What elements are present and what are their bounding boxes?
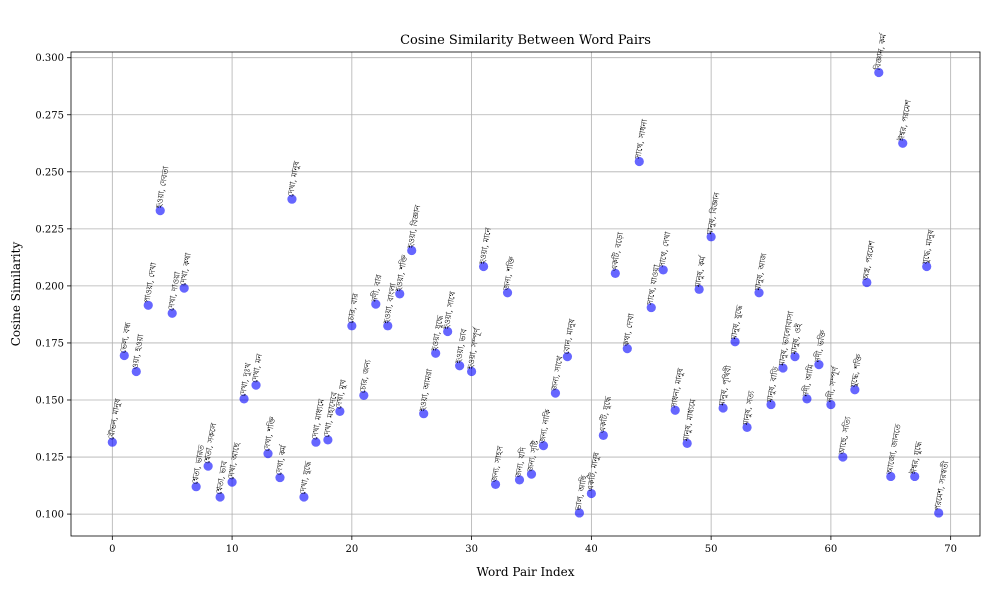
data-point <box>682 438 692 448</box>
y-axis-label: Cosine Similarity <box>9 242 23 347</box>
data-point <box>455 361 465 371</box>
data-point <box>646 302 656 313</box>
data-point <box>502 288 513 298</box>
data-point <box>167 308 177 318</box>
x-tick-label: 60 <box>825 544 838 555</box>
y-tick-label: 0.300 <box>35 53 64 64</box>
data-point <box>275 472 285 483</box>
data-point <box>155 205 165 216</box>
data-point <box>478 261 489 272</box>
x-tick-label: 30 <box>465 544 478 555</box>
data-point <box>227 477 237 487</box>
data-point <box>215 492 225 502</box>
data-point <box>754 288 764 298</box>
data-point <box>251 380 261 390</box>
data-point <box>550 388 561 398</box>
y-tick-label: 0.175 <box>35 338 64 349</box>
data-point <box>934 508 944 518</box>
data-point <box>838 452 848 462</box>
data-point <box>371 299 381 309</box>
data-point <box>778 363 788 373</box>
grid <box>71 52 980 536</box>
data-point <box>634 156 644 167</box>
data-point <box>191 482 201 492</box>
data-point <box>299 492 309 502</box>
y-axis-ticks: 0.100 0.125 0.150 0.175 0.200 0.225 0.250 0.275… <box>35 53 71 521</box>
data-point <box>802 394 812 404</box>
x-tick-label: 40 <box>585 544 598 555</box>
data-point <box>443 326 453 337</box>
plot-frame <box>70 51 981 537</box>
y-tick-label: 0.250 <box>35 167 64 178</box>
data-point <box>730 337 740 347</box>
data-point <box>898 138 908 148</box>
data-point <box>395 289 405 299</box>
data-point <box>347 321 357 331</box>
data-point <box>850 385 860 395</box>
data-point <box>526 469 537 479</box>
data-point <box>239 394 249 404</box>
data-point <box>335 406 345 417</box>
data-point <box>922 261 932 272</box>
data-point <box>514 475 525 485</box>
data-point <box>323 435 333 445</box>
y-tick-label: 0.275 <box>35 110 64 121</box>
y-tick-label: 0.125 <box>35 453 64 464</box>
data-point <box>874 67 884 78</box>
data-point <box>658 265 668 275</box>
chart-title: Cosine Similarity Between Word Pairs <box>400 33 651 48</box>
data-point <box>383 321 393 331</box>
data-point <box>766 399 776 410</box>
data-point <box>622 344 632 354</box>
data-point <box>814 360 824 370</box>
y-tick-label: 0.225 <box>35 224 64 235</box>
data-point <box>119 350 129 361</box>
data-point <box>287 194 297 204</box>
data-point <box>143 300 153 310</box>
data-point <box>718 403 728 413</box>
data-point <box>790 352 800 362</box>
data-point <box>598 430 608 440</box>
data-point <box>538 441 549 451</box>
data-point <box>359 390 369 401</box>
x-tick-label: 20 <box>345 544 358 555</box>
data-point <box>311 437 321 447</box>
data-point <box>203 461 213 471</box>
x-tick-label: 50 <box>705 544 718 555</box>
data-point <box>862 277 872 288</box>
data-point <box>263 449 273 459</box>
data-point <box>742 422 752 432</box>
data-point <box>694 284 704 294</box>
data-point <box>407 245 417 256</box>
data-point <box>610 268 620 278</box>
data-point <box>467 366 477 377</box>
data-point <box>826 399 836 410</box>
data-point <box>586 488 596 499</box>
data-point <box>886 471 896 482</box>
x-tick-label: 10 <box>226 544 239 555</box>
data-point <box>574 508 584 518</box>
data-point <box>490 479 501 490</box>
data-point <box>562 352 573 362</box>
y-tick-label: 0.150 <box>35 395 64 406</box>
point-label: নদী, বার <box>369 273 384 303</box>
data-point <box>179 283 189 293</box>
data-point <box>910 471 920 482</box>
x-tick-label: 70 <box>944 544 957 555</box>
data-point <box>419 409 429 419</box>
data-point <box>431 348 441 358</box>
y-tick-label: 0.100 <box>35 510 64 521</box>
data-point <box>670 405 680 415</box>
x-axis-ticks: 0 10 20 30 40 50 60 70 <box>109 536 957 555</box>
y-tick-label: 0.200 <box>35 281 64 292</box>
data-points <box>107 67 944 518</box>
x-axis-label: Word Pair Index <box>476 565 574 579</box>
data-point <box>706 232 716 242</box>
data-point <box>107 437 117 447</box>
data-point <box>131 366 141 377</box>
x-tick-label: 0 <box>109 544 115 555</box>
